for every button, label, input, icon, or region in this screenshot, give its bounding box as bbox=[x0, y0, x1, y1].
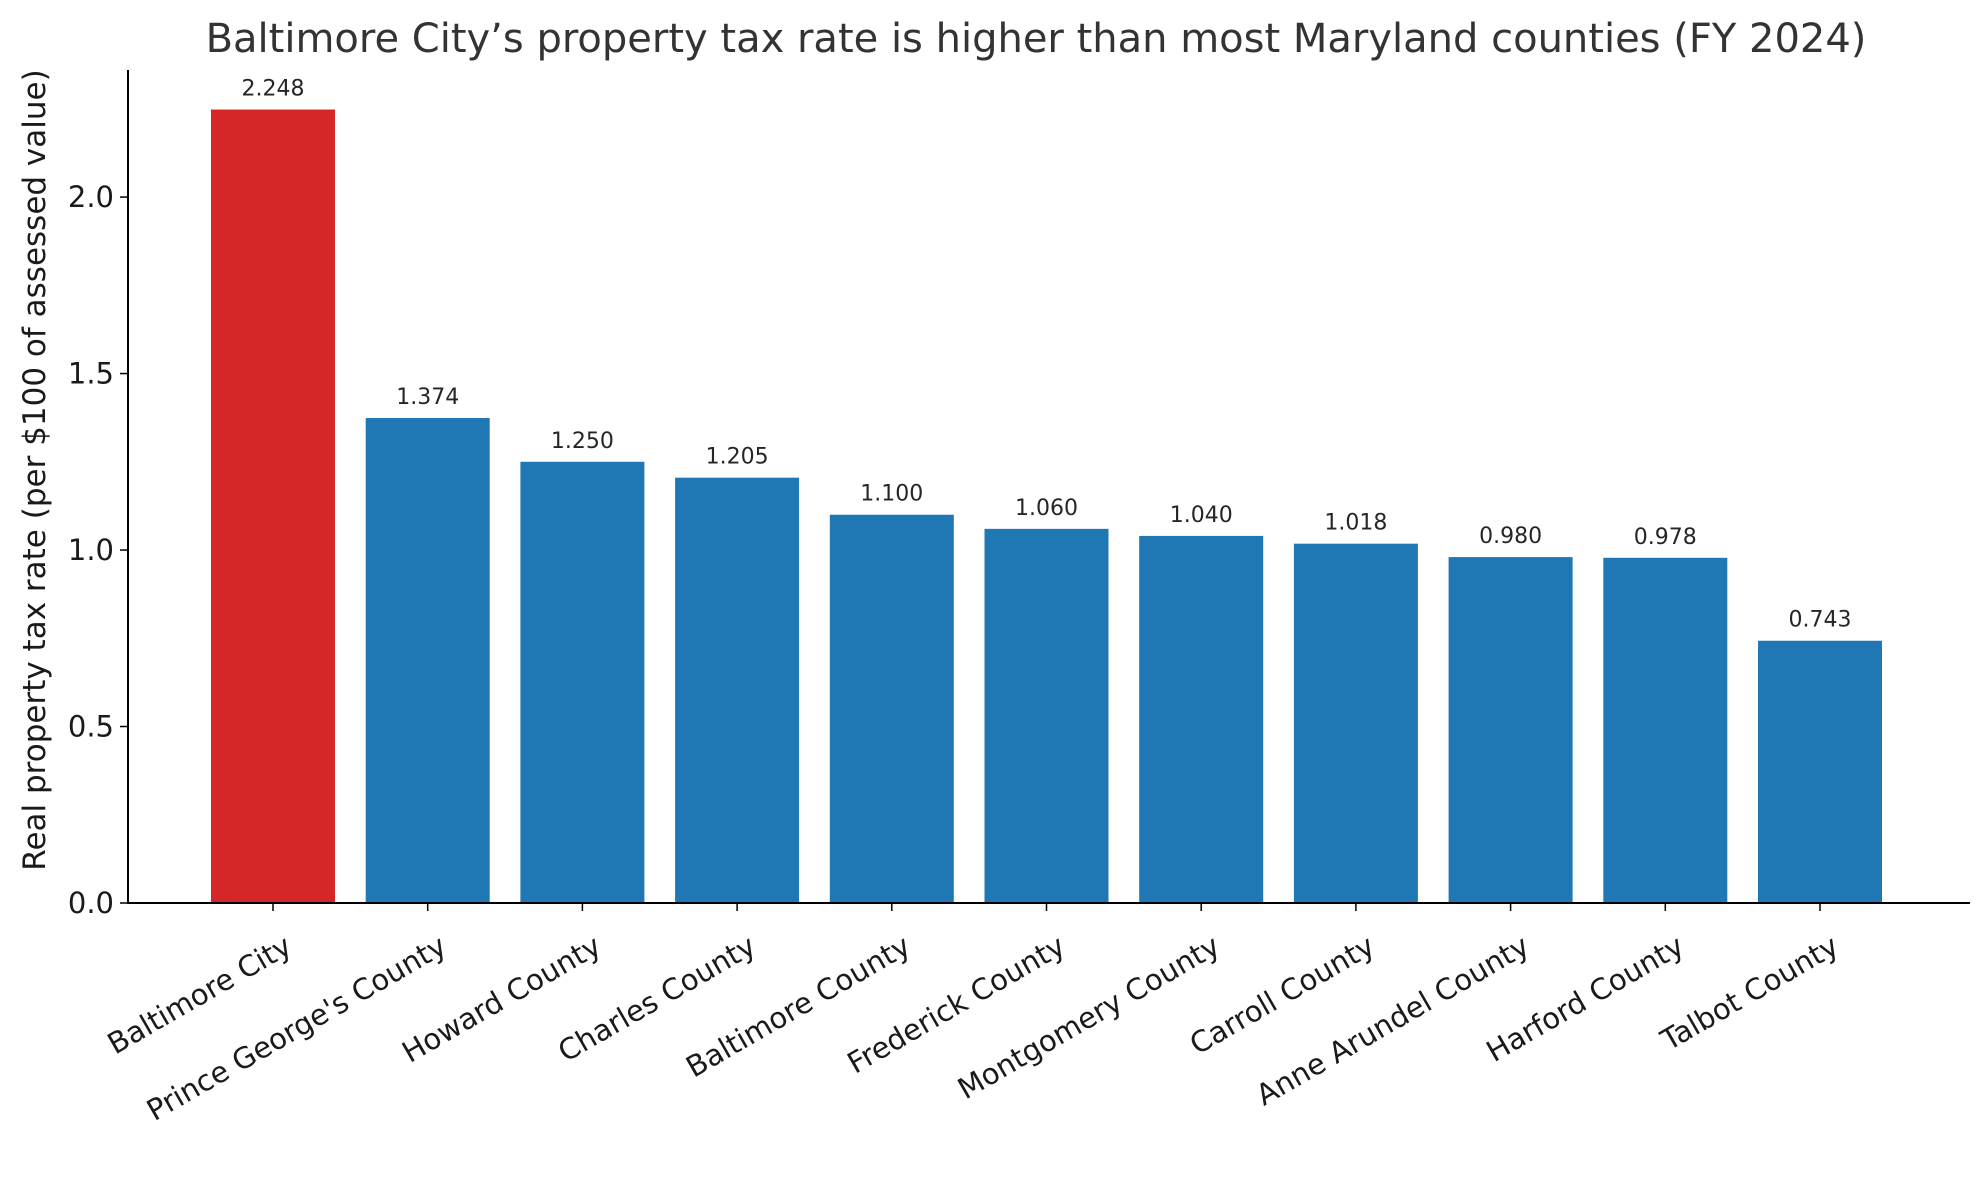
bar-harford-county bbox=[1603, 557, 1728, 903]
y-axis-ticks: 0.0 0.5 1.0 1.5 2.0 bbox=[68, 180, 128, 920]
bar-frederick-county bbox=[984, 528, 1109, 903]
bar-value-label: 1.018 bbox=[1324, 511, 1387, 536]
x-category-label: Montgomery County bbox=[952, 928, 1226, 1106]
bar-prince-george-s-county bbox=[365, 418, 490, 903]
bar-baltimore-county bbox=[829, 514, 954, 903]
bar-value-label: 1.040 bbox=[1170, 503, 1233, 528]
bar-charles-county bbox=[675, 477, 800, 903]
bar-value-label: 1.250 bbox=[551, 429, 614, 454]
y-tick-label: 1.0 bbox=[68, 533, 114, 567]
bar-howard-county bbox=[520, 461, 645, 903]
bar-value-label: 0.980 bbox=[1479, 524, 1542, 549]
bar-montgomery-county bbox=[1139, 535, 1264, 903]
bar-value-label: 0.743 bbox=[1789, 608, 1852, 633]
bar-baltimore-city bbox=[211, 109, 335, 903]
bar-value-label: 0.978 bbox=[1634, 525, 1697, 550]
x-category-label: Anne Arundel County bbox=[1250, 928, 1535, 1112]
value-labels: 2.248 1.374 1.250 1.205 1.100 1.060 1.040 1.018… bbox=[242, 77, 1852, 633]
y-tick-label: 2.0 bbox=[68, 180, 114, 214]
bar-value-label: 1.205 bbox=[706, 445, 769, 470]
bar-carroll-county bbox=[1293, 543, 1418, 903]
chart-title: Baltimore City’s property tax rate is hi… bbox=[206, 16, 1867, 62]
y-tick-label: 0.0 bbox=[68, 886, 114, 920]
bar-talbot-county bbox=[1758, 640, 1882, 903]
bars bbox=[211, 109, 1882, 903]
bar-value-label: 1.060 bbox=[1015, 496, 1078, 521]
bar-anne-arundel-county bbox=[1448, 557, 1573, 903]
y-tick-label: 0.5 bbox=[68, 710, 114, 744]
bar-value-label: 2.248 bbox=[242, 77, 305, 102]
y-tick-label: 1.5 bbox=[68, 357, 114, 391]
bar-value-label: 1.100 bbox=[860, 482, 923, 507]
y-axis-label: Real property tax rate (per $100 of asse… bbox=[17, 69, 53, 870]
bar-value-label: 1.374 bbox=[396, 385, 459, 410]
